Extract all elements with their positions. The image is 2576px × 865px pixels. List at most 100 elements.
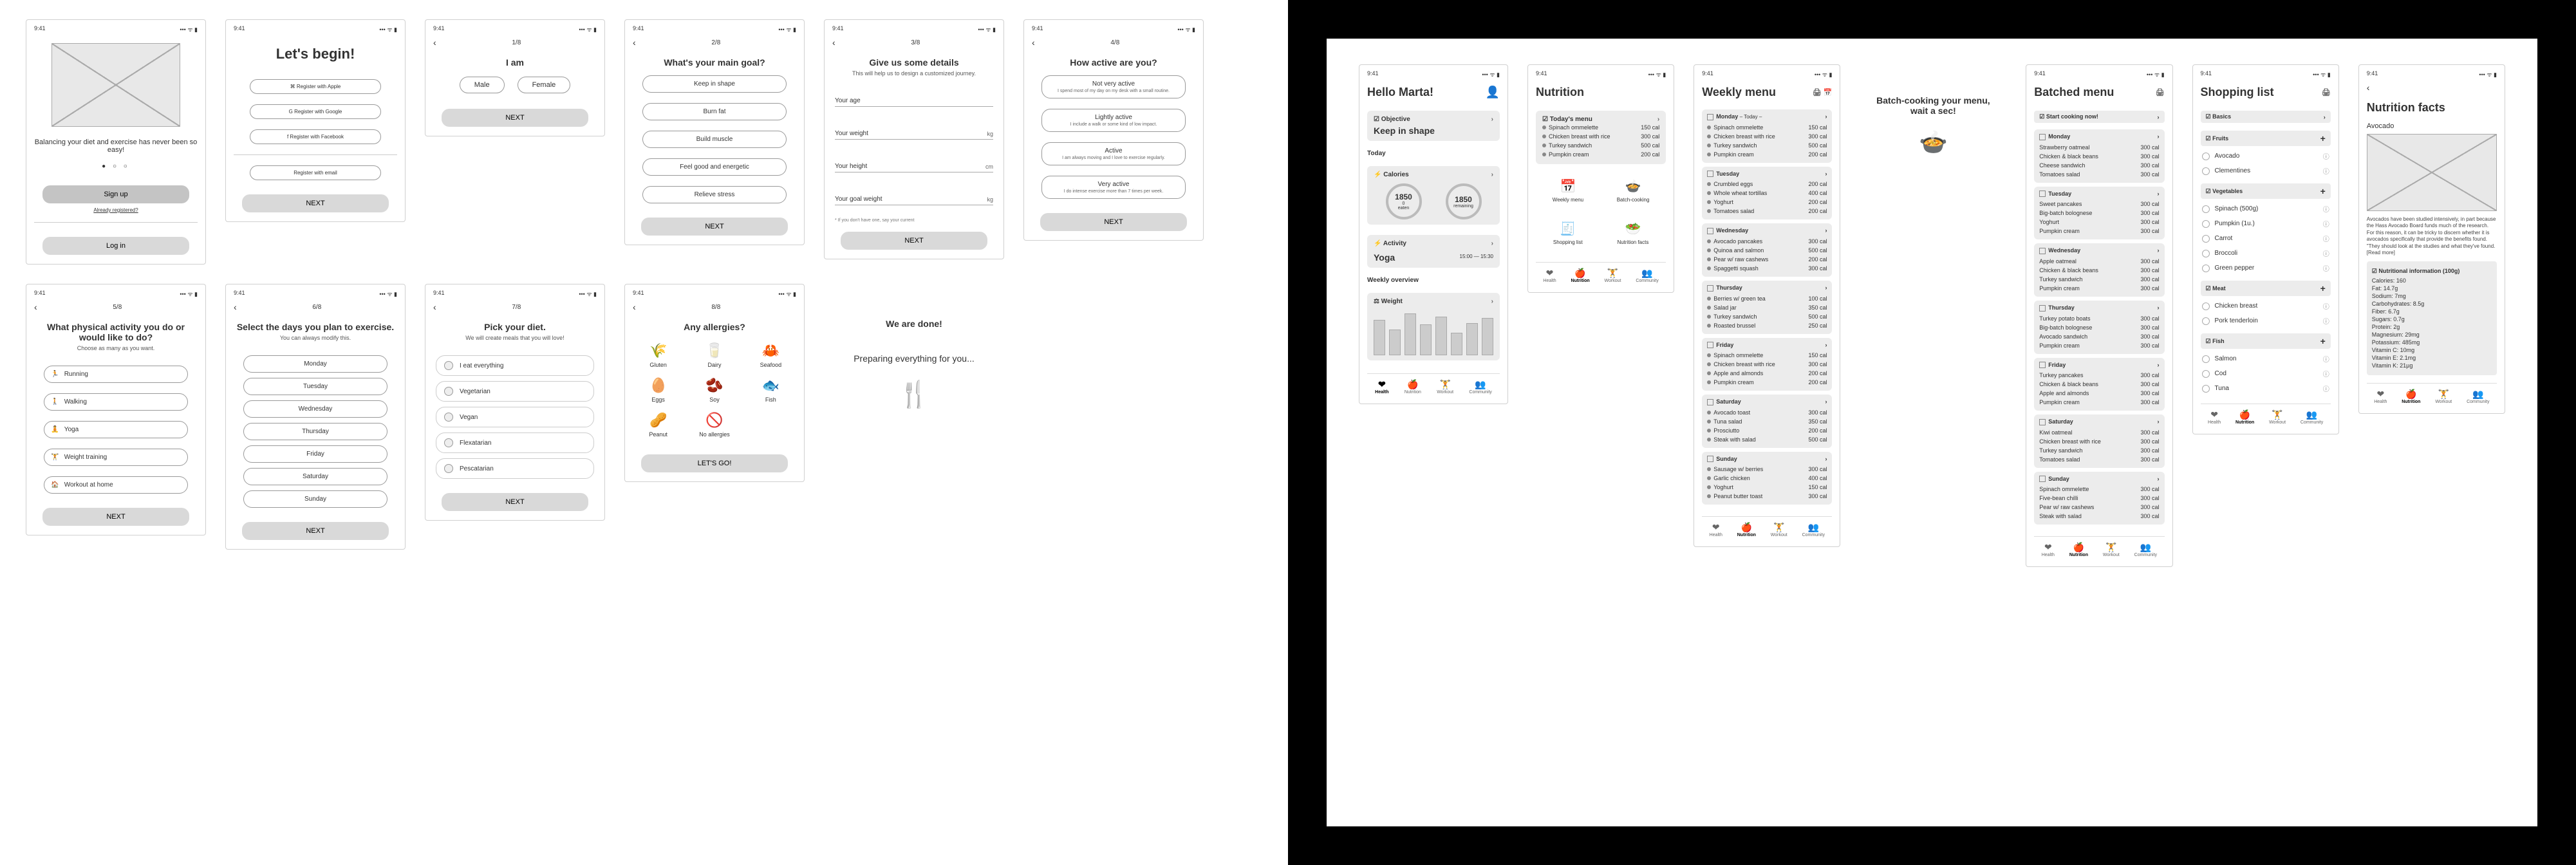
info-icon[interactable]: ⓘ: [2323, 234, 2329, 243]
chevron-right-icon[interactable]: ›: [1825, 342, 1827, 349]
checkbox-icon[interactable]: [2202, 370, 2210, 378]
sport-option[interactable]: 🏠Workout at home: [44, 476, 188, 494]
goal-option[interactable]: Feel good and energetic: [642, 158, 787, 176]
chevron-right-icon[interactable]: ›: [1825, 456, 1827, 463]
allergen-option[interactable]: 🥜Peanut: [633, 412, 684, 438]
goal-option[interactable]: Build muscle: [642, 131, 787, 148]
shopping-item[interactable]: Green pepperⓘ: [2201, 261, 2331, 275]
next-button[interactable]: NEXT: [1040, 213, 1188, 231]
back-button[interactable]: ‹: [2367, 82, 2370, 93]
login-button[interactable]: Log in: [42, 237, 190, 255]
register-google-button[interactable]: G Register with Google: [250, 104, 380, 119]
tab-community[interactable]: 👥Community: [2134, 542, 2157, 557]
register-apple-button[interactable]: ⌘ Register with Apple: [250, 79, 380, 94]
tab-nutrition[interactable]: 🍎Nutrition: [2069, 542, 2088, 557]
checkbox-icon[interactable]: [1707, 342, 1713, 348]
male-option[interactable]: Male: [460, 77, 505, 93]
shopping-item[interactable]: Pork tenderloinⓘ: [2201, 313, 2331, 328]
shopping-item[interactable]: Pumpkin (1u.)ⓘ: [2201, 216, 2331, 231]
day-option[interactable]: Friday: [243, 445, 387, 463]
checkbox-icon[interactable]: [1707, 228, 1713, 234]
activity-option[interactable]: Not very activeI spend most of my day on…: [1041, 75, 1186, 98]
chevron-right-icon[interactable]: ›: [1825, 171, 1827, 178]
day-option[interactable]: Wednesday: [243, 400, 387, 418]
diet-option[interactable]: Pescatarian: [436, 458, 594, 479]
tab-health[interactable]: ❤Health: [1543, 268, 1556, 283]
tab-nutrition[interactable]: 🍎Nutrition: [1571, 268, 1590, 283]
checkbox-icon[interactable]: [2202, 153, 2210, 160]
checkbox-icon[interactable]: [2039, 248, 2046, 254]
next-button[interactable]: NEXT: [641, 218, 789, 236]
shopping-item[interactable]: Tunaⓘ: [2201, 381, 2331, 396]
profile-icon[interactable]: 👤: [1486, 86, 1500, 99]
tab-workout[interactable]: 🏋Workout: [1605, 268, 1621, 283]
tab-health[interactable]: ❤Health: [1375, 379, 1388, 395]
female-option[interactable]: Female: [518, 77, 571, 93]
tab-nutrition[interactable]: 🍎Nutrition: [2235, 409, 2254, 425]
diet-option[interactable]: Vegetarian: [436, 381, 594, 402]
todays-menu-card[interactable]: ☑ Today's menu› Spinach ommelette150 cal…: [1536, 111, 1666, 164]
signup-button[interactable]: Sign up: [42, 185, 190, 203]
tab-nutrition[interactable]: 🍎Nutrition: [1737, 522, 1756, 537]
nav-icon[interactable]: 🍲Batch-cooking: [1617, 178, 1650, 203]
already-registered-link[interactable]: Already registered?: [34, 207, 198, 213]
start-cooking-button[interactable]: ☑ Start cooking now!›: [2034, 111, 2164, 123]
nav-icon[interactable]: 🧾Shopping list: [1553, 221, 1583, 245]
tab-nutrition[interactable]: 🍎Nutrition: [2402, 389, 2420, 404]
back-button[interactable]: ‹: [433, 302, 436, 312]
checkbox-icon[interactable]: [1707, 114, 1713, 120]
info-icon[interactable]: ⓘ: [2323, 204, 2329, 214]
register-email-button[interactable]: Register with email: [250, 165, 380, 180]
checkbox-icon[interactable]: [2202, 205, 2210, 213]
back-button[interactable]: ‹: [633, 302, 636, 312]
next-button[interactable]: NEXT: [442, 109, 589, 127]
tab-health[interactable]: ❤Health: [2042, 542, 2055, 557]
tab-community[interactable]: 👥Community: [2301, 409, 2323, 425]
print-icon[interactable]: 🖨: [2156, 88, 2165, 97]
checkbox-icon[interactable]: [1707, 399, 1713, 405]
checkbox-icon[interactable]: [2202, 235, 2210, 243]
info-icon[interactable]: ⓘ: [2323, 384, 2329, 393]
info-icon[interactable]: ⓘ: [2323, 263, 2329, 273]
allergen-option[interactable]: 🥚Eggs: [633, 377, 684, 403]
age-input[interactable]: Your age: [835, 97, 993, 107]
add-icon[interactable]: +: [2320, 283, 2326, 293]
nav-icon[interactable]: 📅Weekly menu: [1553, 178, 1583, 203]
shopping-item[interactable]: Chicken breastⓘ: [2201, 299, 2331, 313]
weight-input[interactable]: Your weightkg: [835, 130, 993, 140]
goal-option[interactable]: Relieve stress: [642, 186, 787, 203]
height-input[interactable]: Your heightcm: [835, 163, 993, 172]
back-button[interactable]: ‹: [234, 302, 237, 312]
checkbox-icon[interactable]: [1707, 285, 1713, 292]
activity-card[interactable]: ⚡ Activity› Yoga15:00 — 15:30: [1367, 235, 1500, 268]
add-icon[interactable]: +: [2320, 336, 2326, 346]
tab-health[interactable]: ❤Health: [1710, 522, 1722, 537]
print-icon[interactable]: 🖨: [2322, 88, 2331, 97]
shopping-item[interactable]: Salmonⓘ: [2201, 351, 2331, 366]
weight-card[interactable]: ⚖ Weight›: [1367, 293, 1500, 360]
shopping-item[interactable]: Spinach (500g)ⓘ: [2201, 201, 2331, 216]
shopping-item[interactable]: Codⓘ: [2201, 366, 2331, 381]
calendar-icon[interactable]: 📅: [1824, 89, 1833, 97]
register-facebook-button[interactable]: f Register with Facebook: [250, 129, 380, 144]
diet-option[interactable]: Vegan: [436, 407, 594, 427]
back-button[interactable]: ‹: [1032, 37, 1035, 48]
back-button[interactable]: ‹: [832, 37, 835, 48]
shopping-item[interactable]: Avocadoⓘ: [2201, 149, 2331, 163]
back-button[interactable]: ‹: [633, 37, 636, 48]
activity-option[interactable]: Lightly activeI include a walk or some k…: [1041, 109, 1186, 132]
info-icon[interactable]: ⓘ: [2323, 248, 2329, 258]
tab-community[interactable]: 👥Community: [1802, 522, 1825, 537]
day-option[interactable]: Saturday: [243, 468, 387, 485]
info-icon[interactable]: ⓘ: [2323, 219, 2329, 228]
goal-option[interactable]: Burn fat: [642, 103, 787, 120]
checkbox-icon[interactable]: [2202, 355, 2210, 363]
checkbox-icon[interactable]: [2039, 476, 2046, 482]
info-icon[interactable]: ⓘ: [2323, 369, 2329, 378]
allergen-option[interactable]: 🫘Soy: [689, 377, 740, 403]
tab-workout[interactable]: 🏋Workout: [2269, 409, 2286, 425]
day-option[interactable]: Sunday: [243, 490, 387, 508]
tab-workout[interactable]: 🏋Workout: [2103, 542, 2120, 557]
info-icon[interactable]: ⓘ: [2323, 151, 2329, 161]
calories-card[interactable]: ⚡ Calories› 18500eaten 1850remaining: [1367, 166, 1500, 225]
